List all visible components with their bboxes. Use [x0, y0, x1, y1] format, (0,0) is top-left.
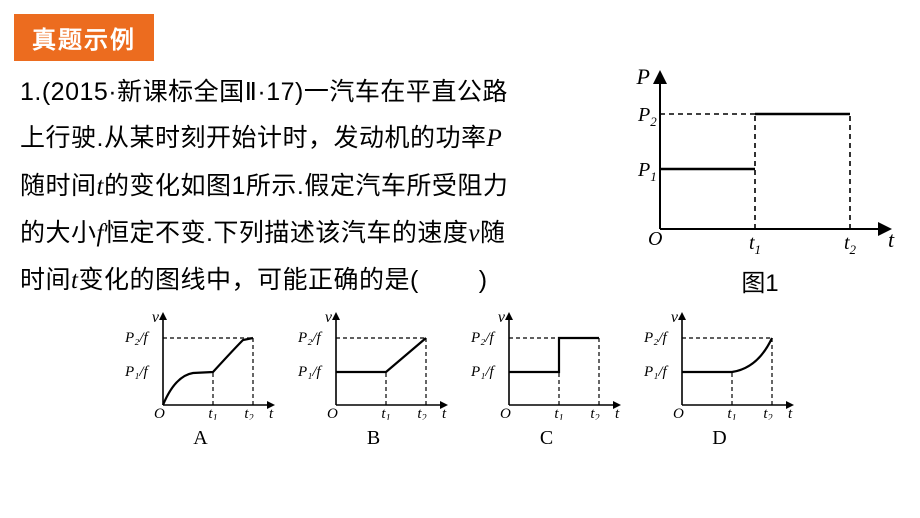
fig1-t2: t2	[844, 232, 857, 254]
option-d-label: D	[642, 427, 797, 450]
option-d: P₂/f P₁/f v O t1 t2 t D	[642, 310, 797, 450]
option-a-chart: P₂/f P₁/f v O t1 t2 t	[123, 310, 278, 420]
var-P: P	[486, 125, 502, 152]
fig1-ylabel: P	[636, 69, 650, 89]
question-text: 1.(2015·新课标全国Ⅱ·17)一汽车在平直公路 上行驶.从某时刻开始计时，…	[20, 69, 610, 304]
q-t5a: 时间	[20, 266, 71, 294]
opt-b-xlabel: t	[442, 406, 447, 420]
q-t3a: 随时间	[20, 172, 97, 200]
opt-d-t1: t1	[727, 406, 736, 420]
fig1-t1: t1	[749, 232, 761, 254]
opt-d-t2: t2	[763, 406, 772, 420]
opt-d-xlabel: t	[788, 406, 793, 420]
opt-d-ylabel: v	[671, 310, 679, 326]
opt-c-y1: P₁/f	[470, 364, 496, 380]
opt-b-y1: P₁/f	[297, 364, 323, 380]
opt-b-y2: P₂/f	[297, 330, 323, 346]
opt-b-origin: O	[327, 406, 338, 420]
q-t5c: )	[479, 266, 488, 294]
opt-c-origin: O	[500, 406, 511, 420]
q-t4a: 的大小	[20, 219, 97, 247]
var-t: t	[97, 173, 104, 200]
figure-1-chart: P t O P1 P2 t1 t2	[620, 69, 900, 254]
content-row: 1.(2015·新课标全国Ⅱ·17)一汽车在平直公路 上行驶.从某时刻开始计时，…	[0, 61, 920, 304]
option-c-label: C	[469, 427, 624, 450]
option-d-chart: P₂/f P₁/f v O t1 t2 t	[642, 310, 797, 420]
opt-d-origin: O	[673, 406, 684, 420]
figure-1-column: P t O P1 P2 t1 t2 图1	[610, 69, 900, 304]
opt-d-y1: P₁/f	[643, 364, 669, 380]
option-b-label: B	[296, 427, 451, 450]
var-f: f	[97, 220, 104, 247]
q-t4b: 恒定不变.下列描述该汽车的速度	[104, 219, 468, 247]
section-badge: 真题示例	[14, 14, 154, 61]
figure-1-caption: 图1	[620, 263, 900, 298]
opt-a-y1: P₁/f	[124, 364, 150, 380]
var-v: v	[468, 220, 480, 247]
q-t4c: 随	[480, 219, 506, 247]
opt-b-t1: t1	[381, 406, 390, 420]
option-b-chart: P₂/f P₁/f v O t1 t2 t	[296, 310, 451, 420]
opt-a-origin: O	[154, 406, 165, 420]
opt-c-t2: t2	[590, 406, 599, 420]
fig1-p1: P1	[637, 159, 657, 184]
opt-a-t1: t1	[208, 406, 217, 420]
option-a: P₂/f P₁/f v O t1 t2 t A	[123, 310, 278, 450]
option-c-chart: P₂/f P₁/f v O t1 t2 t	[469, 310, 624, 420]
opt-a-y2: P₂/f	[124, 330, 150, 346]
q-t5b: 变化的图线中，可能正确的是(	[78, 266, 418, 294]
options-row: P₂/f P₁/f v O t1 t2 t A P₂/f P₁/f v O	[0, 310, 920, 450]
option-a-label: A	[123, 427, 278, 450]
q-t2a: 上行驶.从某时刻开始计时，发动机的功率	[20, 124, 486, 152]
option-b: P₂/f P₁/f v O t1 t2 t B	[296, 310, 451, 450]
opt-c-ylabel: v	[498, 310, 506, 326]
question-source: 1.(2015·新课标全国Ⅱ·17)	[20, 78, 304, 106]
opt-b-t2: t2	[417, 406, 426, 420]
q-t1: 一汽车在平直公路	[304, 78, 508, 106]
opt-c-y2: P₂/f	[470, 330, 496, 346]
fig1-origin: O	[648, 228, 662, 250]
opt-c-xlabel: t	[615, 406, 620, 420]
q-t3b: 的变化如图1所示.假定汽车所受阻力	[104, 172, 508, 200]
opt-a-ylabel: v	[152, 310, 160, 326]
opt-a-xlabel: t	[269, 406, 274, 420]
opt-c-t1: t1	[554, 406, 563, 420]
fig1-xlabel: t	[888, 227, 895, 252]
opt-b-ylabel: v	[325, 310, 333, 326]
option-c: P₂/f P₁/f v O t1 t2 t C	[469, 310, 624, 450]
opt-a-t2: t2	[244, 406, 253, 420]
fig1-p2: P2	[637, 104, 657, 129]
opt-d-y2: P₂/f	[643, 330, 669, 346]
